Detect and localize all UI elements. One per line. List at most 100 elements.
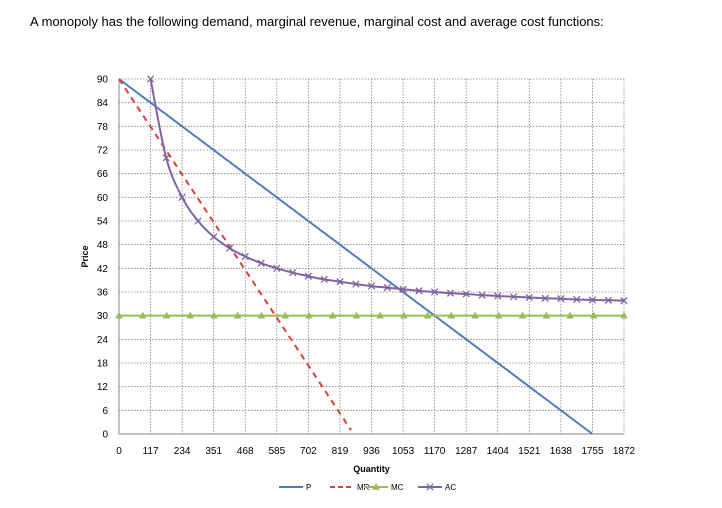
series-mc-point bbox=[162, 311, 171, 319]
series-mc-point bbox=[186, 311, 195, 319]
series-ac-point bbox=[241, 252, 249, 261]
series-mc-point bbox=[305, 311, 313, 319]
legend-ac-marker bbox=[426, 483, 434, 491]
series-ac-point bbox=[162, 154, 170, 162]
series-ac-point bbox=[430, 288, 439, 296]
series-ac-point bbox=[462, 290, 470, 298]
y-tick-label: 36 bbox=[97, 288, 109, 299]
series-ac-point bbox=[446, 289, 455, 297]
x-axis-title: Quantity bbox=[353, 464, 390, 474]
series-ac-point bbox=[352, 280, 360, 288]
y-tick-label: 78 bbox=[97, 122, 109, 133]
series-ac-point bbox=[604, 296, 613, 304]
y-tick-label: 6 bbox=[102, 406, 108, 417]
grid bbox=[119, 78, 625, 434]
series-mc-point bbox=[620, 311, 628, 319]
series-ac-point bbox=[620, 297, 628, 305]
series-mc-point bbox=[566, 311, 574, 319]
x-tick-label: 1521 bbox=[518, 446, 541, 457]
series-ac-line bbox=[149, 78, 625, 302]
page-heading: A monopoly has the following demand, mar… bbox=[30, 14, 604, 29]
legend-mc-marker bbox=[372, 483, 380, 490]
series-ac-point bbox=[178, 193, 186, 201]
x-tick-label: 1404 bbox=[487, 446, 510, 457]
series-mc-point bbox=[471, 311, 479, 319]
legend-mr-label: MR bbox=[357, 483, 370, 492]
axes: 0 6 12 18 24 30 36 42 48 54 60 66 72 78 84 90 0 117 234 351… bbox=[80, 75, 636, 475]
series-ac-point bbox=[367, 282, 376, 290]
legend-ac-label: AC bbox=[445, 483, 456, 492]
legend-p-label: P bbox=[306, 483, 311, 492]
x-tick-label: 1053 bbox=[392, 446, 415, 457]
series-mc-point bbox=[542, 311, 551, 319]
y-tick-label: 0 bbox=[102, 430, 108, 441]
series-ac-point bbox=[510, 293, 518, 301]
y-tick-label: 30 bbox=[97, 311, 109, 322]
y-tick-label: 90 bbox=[97, 75, 109, 86]
y-tick-label: 18 bbox=[97, 359, 109, 370]
series-ac-point bbox=[541, 294, 549, 302]
series-ac-point bbox=[336, 278, 344, 286]
series-ac-point bbox=[557, 295, 565, 303]
series-mc-point bbox=[281, 311, 289, 319]
series-mc-point bbox=[423, 311, 432, 319]
x-tick-label: 1872 bbox=[613, 446, 636, 457]
x-tick-label: 585 bbox=[268, 446, 285, 457]
x-tick-label: 468 bbox=[237, 446, 254, 457]
series-p-line bbox=[118, 78, 594, 435]
series-ac-point bbox=[304, 272, 313, 280]
series-mc-point bbox=[352, 311, 361, 319]
series-ac-point bbox=[273, 264, 281, 272]
series-ac-point bbox=[478, 291, 486, 299]
series-mc-point bbox=[589, 311, 598, 319]
x-tick-label: 234 bbox=[174, 446, 191, 457]
series-ac-point bbox=[525, 293, 533, 302]
y-tick-label: 12 bbox=[97, 382, 109, 393]
series-ac-point bbox=[573, 295, 581, 304]
series-ac-point bbox=[494, 292, 502, 300]
x-tick-label: 936 bbox=[363, 446, 380, 457]
y-tick-label: 42 bbox=[97, 264, 109, 275]
series-ac-point bbox=[257, 259, 265, 267]
x-tick-label: 1287 bbox=[455, 446, 478, 457]
series-ac-point bbox=[289, 269, 297, 277]
series-ac-point bbox=[225, 244, 234, 252]
legend-mc-label: MC bbox=[391, 483, 404, 492]
x-tick-label: 1170 bbox=[424, 446, 446, 457]
series-mc-point bbox=[376, 311, 384, 319]
x-tick-label: 117 bbox=[143, 446, 159, 457]
x-tick-label: 351 bbox=[205, 446, 222, 457]
y-tick-label: 66 bbox=[97, 169, 109, 180]
y-axis-title: Price bbox=[80, 245, 90, 267]
y-tick-label: 54 bbox=[97, 217, 109, 228]
series-ac-point bbox=[588, 296, 597, 304]
legend: P MR MC AC bbox=[279, 483, 456, 492]
x-tick-label: 0 bbox=[116, 446, 122, 457]
series-mc-point bbox=[400, 311, 408, 319]
y-tick-label: 60 bbox=[97, 193, 109, 204]
x-tick-label: 1755 bbox=[581, 446, 604, 457]
series-ac-point bbox=[146, 75, 155, 83]
series-mr-line bbox=[118, 78, 352, 431]
series-ac-point bbox=[399, 285, 407, 293]
series-ac-point bbox=[320, 275, 328, 284]
series-mc-point bbox=[257, 311, 266, 319]
series-ac-point bbox=[194, 217, 202, 225]
series-ac-point bbox=[415, 287, 423, 295]
series-mc-point bbox=[115, 311, 123, 319]
series-mc-point bbox=[233, 311, 242, 319]
series-mc-point bbox=[138, 311, 147, 319]
series-mc-point bbox=[447, 311, 456, 319]
series-ac-point bbox=[383, 284, 392, 292]
series-ac-point bbox=[210, 233, 218, 241]
series-mc-point bbox=[518, 311, 527, 319]
series-mc-point bbox=[495, 311, 503, 319]
plot-area bbox=[115, 75, 628, 435]
x-tick-label: 1638 bbox=[550, 446, 573, 457]
y-tick-label: 72 bbox=[97, 146, 109, 157]
x-tick-label: 702 bbox=[300, 446, 317, 457]
y-tick-label: 48 bbox=[97, 240, 109, 251]
series-mc-point bbox=[210, 311, 218, 319]
y-tick-label: 24 bbox=[97, 335, 109, 346]
